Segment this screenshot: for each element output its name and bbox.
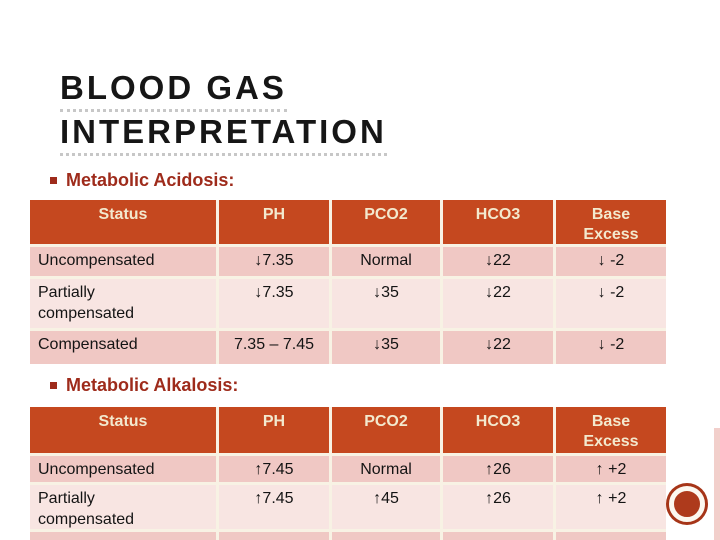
- table-cell: Normal: [332, 247, 440, 276]
- table-cell-clipped: [30, 532, 216, 540]
- table-cell-clipped: [332, 532, 440, 540]
- table-cell: Partially compensated: [30, 279, 216, 328]
- metabolic-alkalosis-table: Status PH PCO2 HCO3 Base Excess Uncompen…: [30, 407, 666, 540]
- table-cell: ↓ -2: [556, 331, 666, 364]
- table-cell-clipped: [219, 532, 329, 540]
- table-cell-clipped: [443, 532, 553, 540]
- table-cell: ↑7.45: [219, 456, 329, 482]
- table-cell: ↓ -2: [556, 247, 666, 276]
- page-title-line2: INTERPRETATION: [60, 114, 387, 156]
- table-cell: Uncompensated: [30, 247, 216, 276]
- table-cell: ↓ -2: [556, 279, 666, 328]
- table-cell: Normal: [332, 456, 440, 482]
- table-cell: ↑26: [443, 485, 553, 529]
- table-cell: ↓22: [443, 331, 553, 364]
- section-heading-metabolic-alkalosis: Metabolic Alkalosis:: [50, 375, 238, 396]
- column-header-pco2: PCO2: [332, 200, 440, 244]
- table-cell: ↓7.35: [219, 279, 329, 328]
- right-edge-accent-stripe: [714, 428, 720, 540]
- table-cell: ↓35: [332, 279, 440, 328]
- table-cell: ↓22: [443, 247, 553, 276]
- table-cell: ↓22: [443, 279, 553, 328]
- page-title: BLOOD GAS INTERPRETATION: [60, 70, 387, 158]
- decorative-circle: [669, 486, 705, 522]
- table-cell: ↑7.45: [219, 485, 329, 529]
- section-heading-metabolic-acidosis: Metabolic Acidosis:: [50, 170, 234, 191]
- column-header-hco3: HCO3: [443, 200, 553, 244]
- column-header-pco2: PCO2: [332, 407, 440, 453]
- column-header-status: Status: [30, 200, 216, 244]
- table-cell: Uncompensated: [30, 456, 216, 482]
- page-title-line1: BLOOD GAS: [60, 70, 287, 112]
- column-header-ph: PH: [219, 200, 329, 244]
- table-cell: ↑45: [332, 485, 440, 529]
- column-header-base-excess: Base Excess: [556, 200, 666, 244]
- table-cell-clipped: [556, 532, 666, 540]
- column-header-status: Status: [30, 407, 216, 453]
- section-heading-label: Metabolic Alkalosis:: [66, 375, 239, 395]
- section-heading-label: Metabolic Acidosis:: [66, 170, 235, 190]
- table-cell: ↓7.35: [219, 247, 329, 276]
- table-cell: 7.35 – 7.45: [219, 331, 329, 364]
- column-header-ph: PH: [219, 407, 329, 453]
- square-bullet-icon: [50, 177, 57, 184]
- metabolic-acidosis-table: Status PH PCO2 HCO3 Base Excess Uncompen…: [30, 200, 666, 364]
- column-header-base-excess: Base Excess: [556, 407, 666, 453]
- table-cell: Partially compensated: [30, 485, 216, 529]
- table-cell: ↑ +2: [556, 485, 666, 529]
- table-cell: ↑26: [443, 456, 553, 482]
- table-cell: Compensated: [30, 331, 216, 364]
- column-header-hco3: HCO3: [443, 407, 553, 453]
- table-cell: ↓35: [332, 331, 440, 364]
- table-cell: ↑ +2: [556, 456, 666, 482]
- square-bullet-icon: [50, 382, 57, 389]
